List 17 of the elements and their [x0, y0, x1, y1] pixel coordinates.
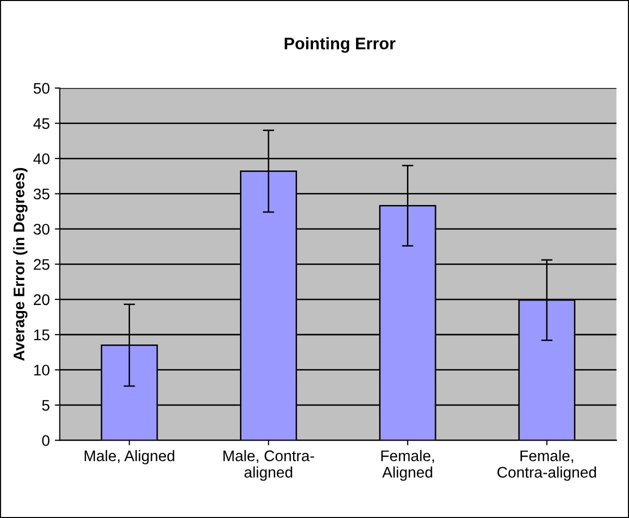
y-tick-label: 20	[34, 294, 50, 306]
y-tick-label: 10	[34, 364, 50, 376]
x-tick-label: Female, Aligned	[381, 450, 434, 481]
y-tick-label: 50	[34, 82, 50, 94]
y-tick-label: 0	[42, 435, 50, 446]
x-tick-label: Male, Contra- aligned	[223, 450, 314, 481]
y-axis-title: Average Error (in Degrees)	[13, 168, 28, 361]
y-tick-label: 5	[42, 400, 50, 411]
y-tick-label: 40	[33, 153, 50, 164]
x-tick-label: Male, Aligned	[84, 450, 174, 464]
y-tick-label: 15	[34, 330, 50, 340]
chart-title: Pointing Error	[284, 37, 396, 53]
y-tick-label: 30	[34, 224, 50, 235]
y-tick-label: 25	[34, 259, 50, 270]
x-tick-label: Female, Contra-aligned	[498, 450, 596, 481]
y-tick-label: 45	[33, 118, 50, 129]
y-tick-label: 35	[34, 188, 50, 200]
